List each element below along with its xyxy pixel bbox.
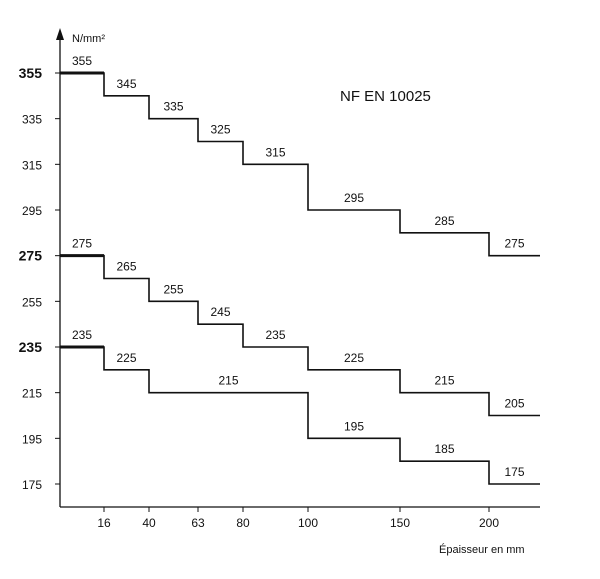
- step-line-1: [60, 72, 540, 257]
- step-value-label: 345: [116, 77, 136, 91]
- y-tick-label: 275: [19, 248, 43, 264]
- step-value-label: 275: [504, 237, 524, 251]
- step-value-label: 315: [265, 145, 285, 159]
- x-tick-label: 63: [191, 516, 205, 530]
- x-ticks: 16 40 63 80 100 150 200: [97, 507, 499, 530]
- x-axis-label: Épaisseur en mm: [439, 543, 525, 556]
- y-tick-label: 315: [22, 158, 42, 172]
- step-value-label: 275: [72, 237, 92, 251]
- value-labels: 355 345 335 325 315 295 285 275 275 265 255 245 235 2…: [72, 54, 525, 479]
- y-tick-label: 335: [22, 113, 42, 127]
- step-value-label: 245: [210, 305, 230, 319]
- y-tick-label: 175: [22, 478, 42, 492]
- y-ticks: 175 195 215 235 255 275 295 315 335 355: [19, 65, 60, 492]
- step-value-label: 285: [434, 214, 454, 228]
- step-value-label: 215: [434, 374, 454, 388]
- x-tick-label: 100: [298, 516, 318, 530]
- y-tick-label: 195: [22, 432, 42, 446]
- x-tick-label: 200: [479, 516, 499, 530]
- step-line-2: [60, 254, 540, 417]
- x-tick-label: 150: [390, 516, 410, 530]
- step-value-label: 265: [116, 260, 136, 274]
- step-value-label: 235: [72, 328, 92, 342]
- step-value-label: 355: [72, 54, 92, 68]
- step-value-label: 215: [218, 374, 238, 388]
- x-tick-label: 80: [236, 516, 250, 530]
- step-value-label: 335: [163, 100, 183, 114]
- chart-title: NF EN 10025: [340, 88, 431, 105]
- y-tick-label: 255: [22, 295, 42, 309]
- y-tick-label: 235: [19, 339, 43, 355]
- x-tick-label: 40: [142, 516, 156, 530]
- step-value-label: 195: [344, 419, 364, 433]
- y-axis-arrow-icon: [56, 28, 64, 40]
- step-value-label: 175: [504, 465, 524, 479]
- series-group: [60, 71, 540, 485]
- step-value-label: 325: [210, 123, 230, 137]
- x-tick-label: 16: [97, 516, 111, 530]
- step-value-label: 235: [265, 328, 285, 342]
- step-value-label: 225: [116, 351, 136, 365]
- step-value-label: 185: [434, 442, 454, 456]
- step-value-label: 225: [344, 351, 364, 365]
- step-value-label: 205: [504, 397, 524, 411]
- step-value-label: 295: [344, 191, 364, 205]
- y-axis-label: N/mm²: [72, 33, 105, 45]
- y-tick-label: 355: [19, 65, 43, 81]
- step-value-label: 255: [163, 282, 183, 296]
- y-tick-label: 215: [22, 387, 42, 401]
- step-line-3: [60, 346, 540, 485]
- axes: [56, 28, 540, 508]
- y-tick-label: 295: [22, 204, 42, 218]
